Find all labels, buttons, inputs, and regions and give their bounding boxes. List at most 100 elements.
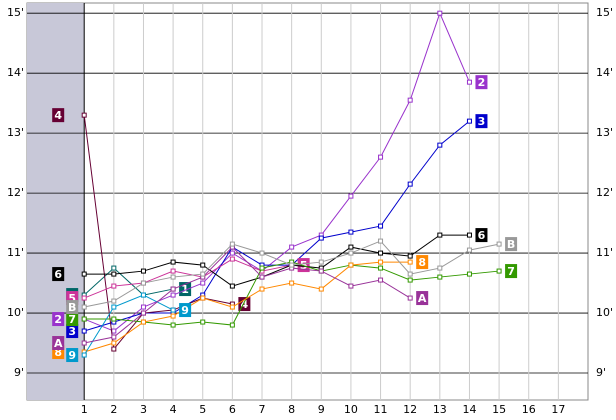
point (229, 241, 235, 247)
point (170, 313, 176, 319)
y-tick-label: 11' (7, 246, 24, 259)
x-tick-label: 7 (259, 403, 266, 416)
series-badge (52, 312, 65, 327)
point (378, 265, 384, 271)
series-badge (52, 267, 65, 282)
point (111, 271, 117, 277)
series-badge (66, 300, 79, 315)
series-badge (475, 114, 488, 129)
series-badge (66, 324, 79, 339)
x-tick-label: 3 (140, 403, 147, 416)
point (407, 253, 413, 259)
point (378, 250, 384, 256)
series-badge-label: 2 (478, 76, 486, 89)
series-badge (475, 228, 488, 243)
series-line (83, 294, 174, 356)
point (111, 316, 117, 322)
y-tick-label-right: 13' (596, 126, 613, 139)
y-tick-label-right: 10' (596, 306, 613, 319)
x-tick-label: 15 (492, 403, 506, 416)
series-badge (505, 237, 518, 252)
point (496, 241, 502, 247)
point (407, 259, 413, 265)
series-badge-label: 6 (54, 268, 62, 281)
x-tick-label: 5 (199, 403, 206, 416)
point (111, 304, 117, 310)
point (81, 340, 87, 346)
series-line (84, 258, 292, 299)
point (170, 274, 176, 280)
point (81, 304, 87, 310)
point (407, 271, 413, 277)
point (170, 307, 176, 313)
point (170, 286, 176, 292)
point (407, 277, 413, 283)
point (229, 250, 235, 256)
point (318, 286, 324, 292)
point (229, 322, 235, 328)
series-badge-label: 7 (507, 265, 515, 278)
point (437, 265, 443, 271)
point (111, 334, 117, 340)
series-badge-label: 9 (181, 304, 189, 317)
point (348, 283, 354, 289)
point (259, 265, 265, 271)
point (81, 316, 87, 322)
x-tick-label: 2 (110, 403, 117, 416)
point (378, 259, 384, 265)
series-badge-label: 6 (478, 229, 486, 242)
series-badge-label: 8 (418, 256, 426, 269)
y-tick-label: 14' (7, 66, 24, 79)
x-tick-label: 1 (81, 403, 88, 416)
point (348, 250, 354, 256)
series-badge-label: 8 (54, 346, 62, 359)
series-badge (52, 336, 65, 351)
point (466, 118, 472, 124)
point (111, 328, 117, 334)
series-badge-label: 9 (68, 349, 76, 362)
point (437, 274, 443, 280)
point (140, 280, 146, 286)
y-tick-label-right: 14' (596, 66, 613, 79)
point (466, 232, 472, 238)
point (111, 283, 117, 289)
series-badge-label: 4 (241, 298, 249, 311)
point (318, 259, 324, 265)
point (407, 295, 413, 301)
point (170, 322, 176, 328)
point (81, 328, 87, 334)
x-tick-label: 9 (318, 403, 325, 416)
x-tick-label: 17 (551, 403, 565, 416)
point (289, 244, 295, 250)
series-line (84, 261, 411, 353)
series-badge-label: 1 (181, 283, 189, 296)
point (289, 262, 295, 268)
point (111, 340, 117, 346)
series-line (84, 234, 470, 287)
point (348, 193, 354, 199)
x-tick-label: 16 (522, 403, 536, 416)
point (496, 268, 502, 274)
series-line (84, 246, 411, 344)
x-tick-label: 13 (433, 403, 447, 416)
point (140, 310, 146, 316)
point (259, 286, 265, 292)
point (437, 10, 443, 16)
series-badge (475, 75, 488, 90)
point (200, 319, 206, 325)
series-badge-label: B (507, 238, 515, 251)
point (111, 265, 117, 271)
point (140, 319, 146, 325)
point (259, 250, 265, 256)
x-tick-label: 12 (403, 403, 417, 416)
series-badge-label: A (54, 337, 63, 350)
point (81, 295, 87, 301)
plot-frame (26, 2, 589, 401)
point (229, 304, 235, 310)
point (229, 256, 235, 262)
y-tick-label: 15' (7, 6, 24, 19)
point (407, 181, 413, 187)
point (170, 259, 176, 265)
y-tick-label-right: 15' (596, 6, 613, 19)
